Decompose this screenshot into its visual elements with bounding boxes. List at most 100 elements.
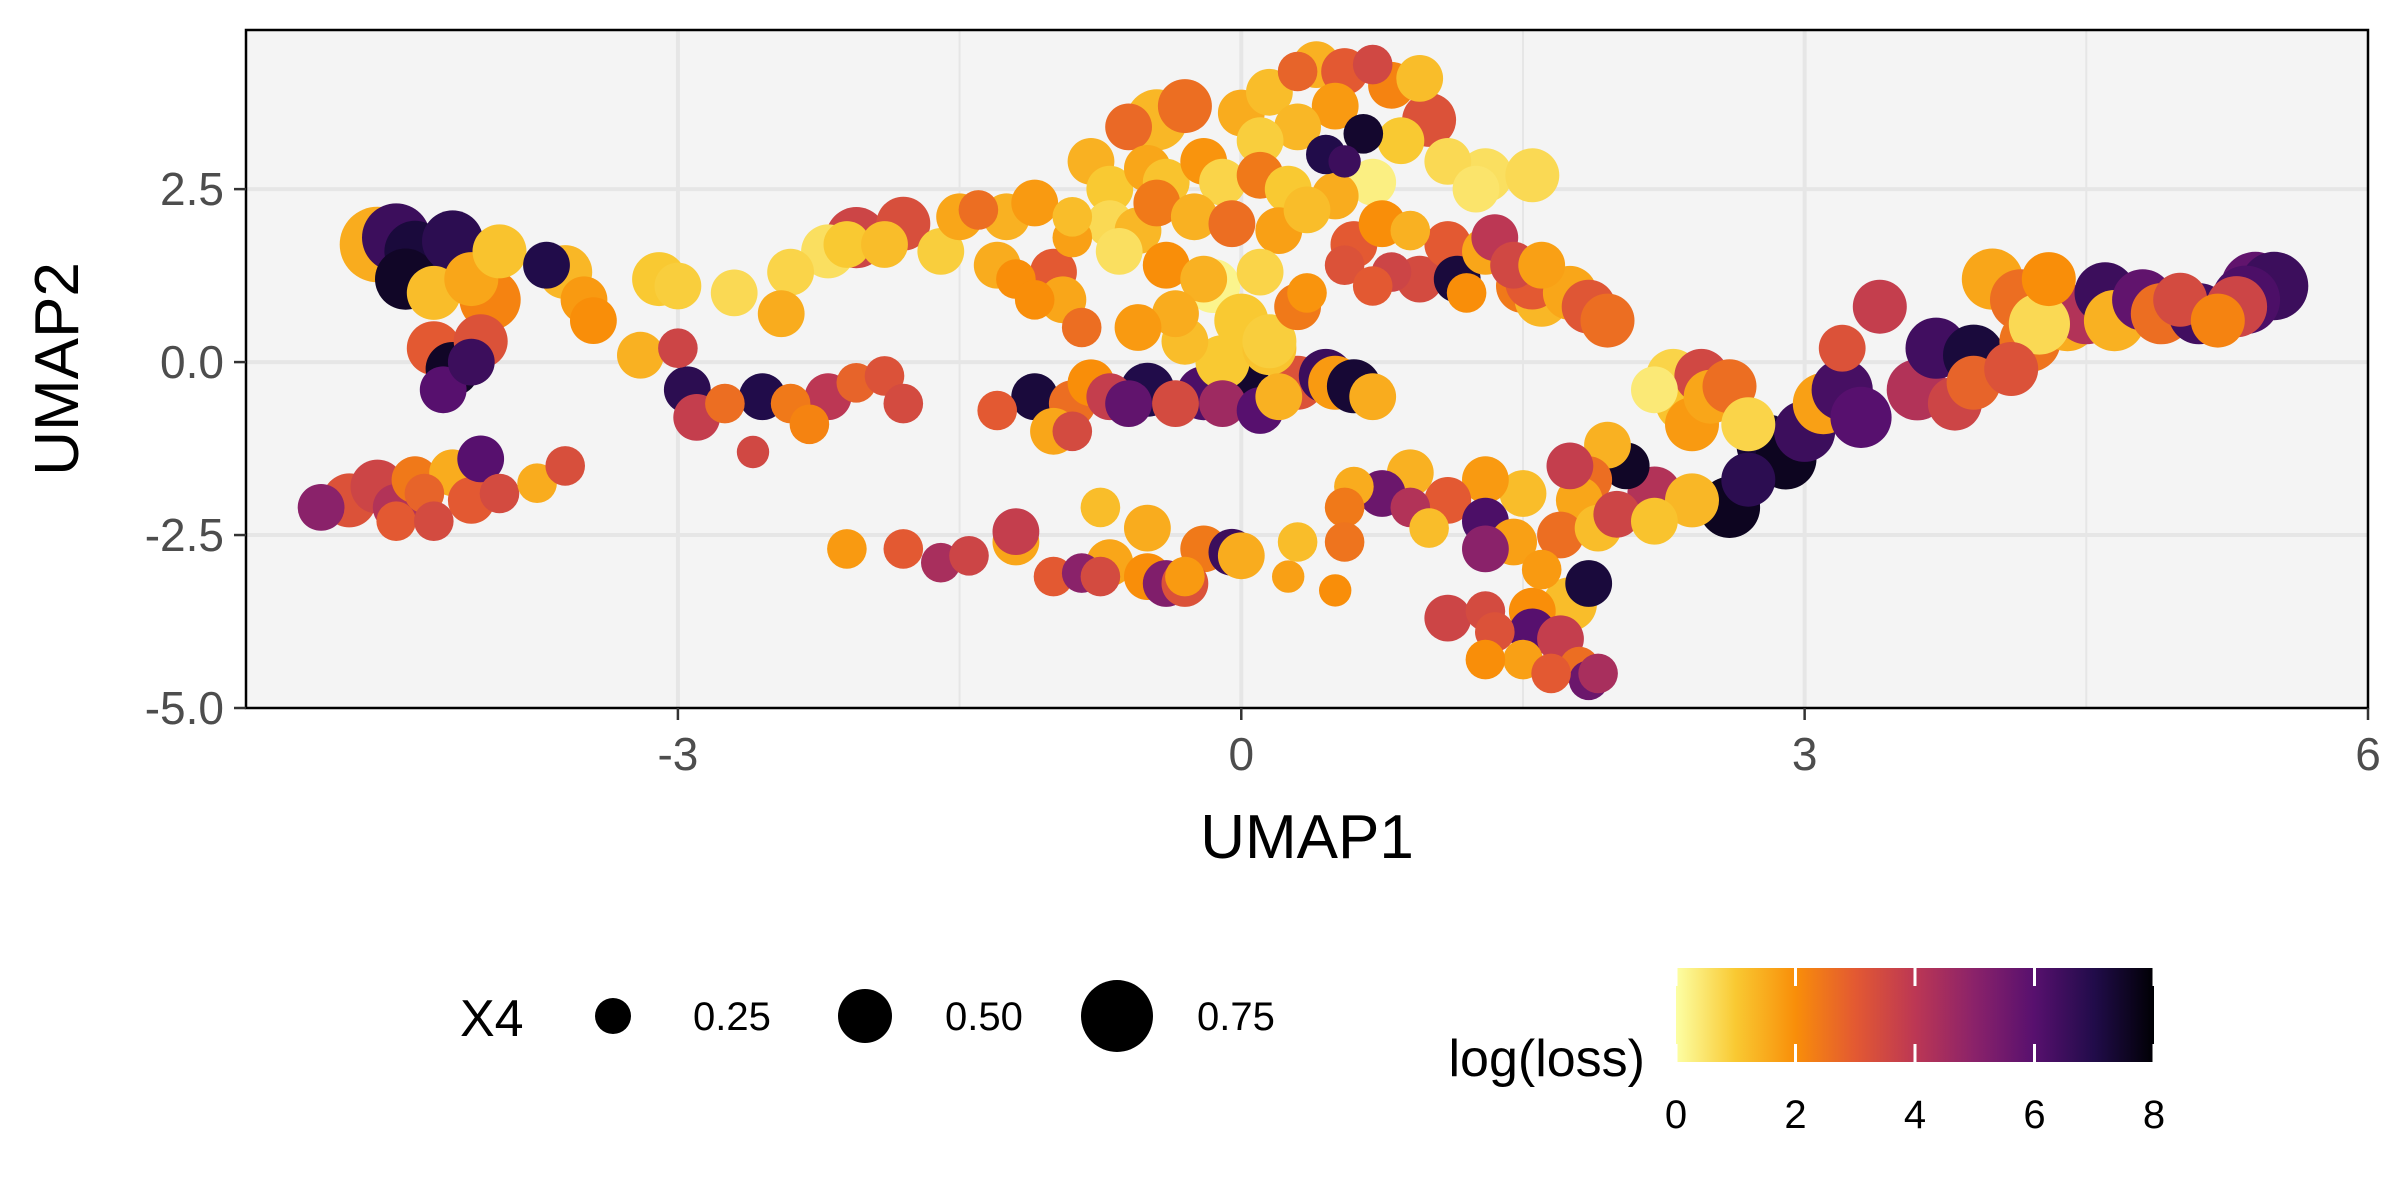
x-axis-ticks: -3 0 3 6	[657, 708, 2381, 780]
scatter-point	[1349, 373, 1397, 421]
scatter-point	[1631, 497, 1678, 545]
scatter-point	[861, 221, 908, 268]
scatter-point	[1324, 245, 1365, 285]
scatter-points	[297, 41, 2309, 701]
y-tick-label: -5.0	[145, 682, 224, 734]
scatter-point	[1319, 574, 1352, 607]
scatter-point	[1593, 490, 1641, 538]
scatter-point	[1424, 594, 1472, 642]
size-legend-title: X4	[460, 990, 524, 1048]
scatter-point	[1086, 165, 1134, 213]
colorbar-tick-label: 6	[2023, 1093, 2045, 1137]
scatter-point	[1255, 373, 1303, 421]
scatter-point	[1157, 79, 1212, 134]
size-legend-key	[1081, 980, 1153, 1052]
scatter-point	[1328, 145, 1361, 178]
size-legend-label: 0.50	[945, 995, 1023, 1039]
scatter-point	[1830, 386, 1892, 448]
colorbar-tick-label: 0	[1665, 1093, 1687, 1137]
scatter-point	[1208, 200, 1256, 248]
scatter-point	[414, 501, 454, 541]
scatter-point	[789, 404, 830, 445]
color-legend-title: log(loss)	[1449, 1030, 1646, 1088]
colorbar-tick-label: 4	[1904, 1093, 1926, 1137]
scatter-point	[1277, 51, 1318, 92]
scatter-point	[1349, 158, 1397, 206]
scatter-point	[1665, 473, 1719, 528]
scatter-point	[736, 435, 770, 469]
scatter-point	[1984, 342, 2039, 396]
scatter-point	[1217, 532, 1265, 580]
scatter-point	[1274, 103, 1321, 151]
scatter-point	[1195, 335, 1250, 390]
scatter-point	[658, 328, 698, 369]
x-tick-label: 6	[2355, 728, 2381, 780]
scatter-point	[1537, 511, 1584, 559]
scatter-point	[1390, 210, 1431, 251]
scatter-point	[1133, 179, 1181, 227]
size-legend-key	[838, 989, 892, 1043]
y-tick-label: 2.5	[160, 163, 224, 215]
y-axis-title: UMAP2	[23, 262, 92, 476]
scatter-point	[1531, 653, 1571, 694]
scatter-point	[1095, 228, 1143, 275]
scatter-point	[767, 248, 814, 296]
scatter-point	[1465, 639, 1506, 680]
scatter-point	[917, 228, 965, 275]
scatter-point	[1580, 293, 1635, 348]
scatter-point	[827, 529, 867, 569]
scatter-point	[1462, 525, 1509, 573]
x-tick-label: 3	[1792, 728, 1818, 780]
scatter-point	[1142, 241, 1190, 289]
scatter-point	[472, 224, 527, 279]
scatter-point	[1521, 549, 1562, 590]
size-legend: X4 0.25 0.50 0.75	[460, 980, 1275, 1052]
scatter-point	[1152, 290, 1199, 338]
scatter-point	[1462, 456, 1509, 504]
x-axis-title: UMAP1	[1200, 803, 1414, 872]
y-tick-label: 0.0	[160, 336, 224, 388]
scatter-point	[1578, 653, 1618, 694]
scatter-point	[705, 383, 745, 424]
plot-panel-border	[244, 28, 2370, 710]
scatter-point	[479, 473, 520, 514]
scatter-point	[376, 501, 417, 541]
scatter-point	[2021, 252, 2076, 307]
scatter-point	[883, 529, 924, 569]
scatter-point	[1324, 522, 1365, 562]
scatter-point	[757, 290, 805, 338]
scatter-point	[1052, 197, 1093, 237]
size-legend-label: 0.75	[1197, 995, 1275, 1039]
scatter-point	[1061, 307, 1102, 348]
scatter-point	[1277, 522, 1318, 562]
size-legend-label: 0.25	[693, 995, 771, 1039]
scatter-point	[864, 356, 905, 396]
scatter-point	[1446, 273, 1487, 313]
scatter-point	[570, 297, 617, 344]
scatter-point	[1236, 117, 1284, 165]
scatter-point	[1584, 421, 1631, 469]
scatter-point	[297, 484, 345, 531]
scatter-point	[1311, 82, 1359, 130]
color-legend: log(loss) 0 2 4 6 8	[1449, 968, 2165, 1137]
scatter-point	[1409, 508, 1449, 548]
scatter-point	[1114, 304, 1162, 351]
scatter-point	[457, 435, 505, 483]
y-tick-label: -2.5	[145, 509, 224, 561]
scatter-point	[447, 338, 495, 386]
scatter-point	[617, 331, 664, 379]
scatter-point	[1180, 255, 1228, 303]
scatter-point	[1396, 55, 1444, 102]
scatter-point	[1014, 280, 1055, 320]
scatter-point	[1818, 324, 1866, 372]
scatter-point	[2008, 293, 2070, 355]
scatter-point	[1080, 556, 1121, 597]
scatter-point	[949, 536, 989, 576]
scatter-point	[1518, 241, 1566, 289]
scatter-point	[1565, 560, 1613, 607]
scatter-point	[654, 262, 702, 310]
scatter-point	[823, 221, 871, 268]
size-legend-key	[595, 998, 631, 1034]
scatter-point	[1499, 470, 1547, 517]
